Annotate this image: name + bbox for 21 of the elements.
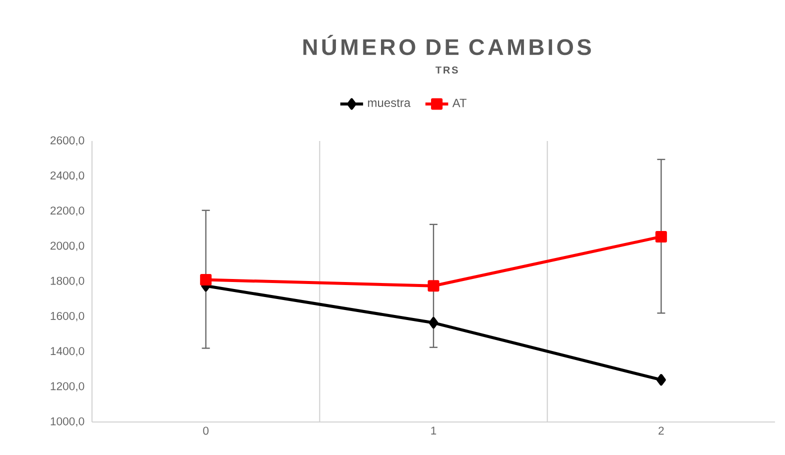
y-tick-label: 1400,0: [50, 347, 84, 356]
point: [200, 274, 212, 286]
legend-label: muestra: [368, 99, 411, 107]
y-tick-label: 1600,0: [50, 312, 84, 322]
x-tick-label: 0: [203, 426, 209, 435]
chart-title: NÚMERO DE CAMBIOS: [303, 34, 591, 56]
x-tick-label: 1: [431, 426, 436, 435]
point: [656, 374, 666, 386]
y-tick-label: 2000,0: [50, 242, 84, 252]
y-tick-label: 1200,0: [50, 382, 84, 392]
x-tick-label: 2: [658, 426, 664, 435]
point: [428, 280, 440, 292]
y-tick-label: 1800,0: [50, 276, 84, 286]
y-tick-label: 1000,0: [50, 417, 84, 427]
chart-subtitle: TRS: [436, 66, 458, 74]
legend-label: AT: [452, 98, 467, 108]
point: [428, 317, 438, 329]
y-tick-label: 2200,0: [50, 206, 84, 216]
y-tick-label: 2600,0: [50, 136, 84, 146]
y-tick-label: 2400,0: [50, 171, 84, 181]
point: [655, 230, 667, 242]
